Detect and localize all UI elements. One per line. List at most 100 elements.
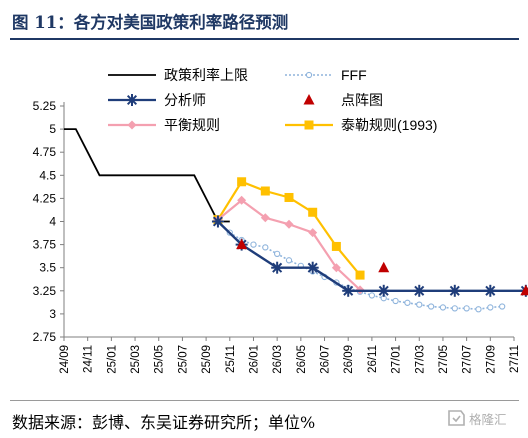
- balanced-rule-point: [284, 219, 294, 229]
- x-tick-label: 25/03: [130, 345, 142, 374]
- taylor-rule-point: [308, 207, 318, 217]
- taylor-rule-point: [237, 177, 247, 187]
- dot-plot-point: [378, 261, 390, 273]
- legend-item: 点阵图: [303, 92, 383, 108]
- watermark-logo-icon: [448, 410, 465, 426]
- x-tick-label: 26/07: [320, 345, 332, 374]
- series-triangles: [236, 238, 528, 296]
- legend-item: 泰勒规则(1993): [285, 117, 437, 133]
- fff-point: [416, 301, 423, 308]
- analyst-point: [306, 261, 319, 274]
- legend-label: 泰勒规则(1993): [341, 117, 437, 133]
- fff-point: [285, 257, 293, 264]
- fff-point: [439, 304, 447, 311]
- legend-item: FFF: [285, 67, 367, 83]
- x-tick-label: 25/09: [201, 345, 213, 374]
- dot-plot-point: [236, 238, 248, 250]
- fff-point: [451, 305, 458, 312]
- fff-point: [463, 305, 470, 312]
- taylor-rule-point: [284, 192, 294, 202]
- y-tick-label: 3.75: [33, 238, 57, 252]
- x-tick-label: 24/09: [59, 345, 71, 374]
- watermark-text: 格隆汇: [469, 411, 507, 427]
- y-tick-label: 5.25: [33, 99, 57, 113]
- y-tick-label: 3: [49, 307, 56, 321]
- source-note: 数据来源：彭博、东吴证券研究所；单位%: [12, 413, 316, 432]
- x-tick-label: 24/11: [83, 345, 95, 373]
- balanced-rule-point: [331, 263, 341, 273]
- legend-item: 平衡规则: [108, 117, 220, 133]
- analyst-point: [484, 284, 497, 297]
- analyst-point: [448, 284, 461, 297]
- analyst-point: [271, 261, 284, 274]
- analyst-line: [217, 220, 526, 292]
- y-tick-label: 2.75: [33, 330, 57, 344]
- title-rule: [10, 38, 519, 40]
- balanced-rule-point: [237, 195, 247, 205]
- x-tick-label: 27/01: [391, 345, 403, 374]
- fff-point: [392, 297, 399, 305]
- legend-marker: [304, 120, 314, 130]
- legend-label: 政策利率上限: [164, 67, 248, 83]
- legend-item: 分析师: [108, 92, 206, 108]
- fff-point: [250, 241, 257, 248]
- taylor-rule-point: [260, 186, 270, 196]
- x-tick-label: 25/01: [106, 345, 118, 374]
- analyst-point: [413, 284, 426, 297]
- fff-point: [274, 250, 281, 257]
- legend-marker: [305, 71, 313, 79]
- x-tick-label: 27/09: [485, 345, 497, 374]
- x-tick-label: 26/03: [272, 345, 284, 374]
- fff-point: [404, 299, 411, 306]
- fff-point: [499, 303, 506, 310]
- x-tick-label: 25/05: [154, 345, 166, 374]
- x-tick-label: 26/11: [367, 345, 379, 373]
- x-tick-label: 25/07: [177, 345, 189, 374]
- x-tick-label: 26/01: [248, 345, 260, 374]
- balanced-rule-point: [308, 228, 318, 238]
- y-tick-label: 3.25: [33, 284, 57, 298]
- series-line-stars: [211, 215, 528, 297]
- analyst-point: [342, 284, 355, 297]
- legend-item: 政策利率上限: [108, 67, 248, 83]
- y-tick-label: 4.75: [33, 145, 57, 159]
- x-tick-label: 27/11: [509, 345, 521, 373]
- x-tick-label: 26/09: [343, 345, 355, 374]
- analyst-point: [211, 215, 224, 228]
- taylor-rule-point: [331, 241, 341, 251]
- legend-label: FFF: [341, 67, 367, 83]
- series-line: [64, 128, 230, 223]
- y-tick-label: 3.5: [39, 261, 56, 275]
- y-tick-label: 4.25: [33, 191, 57, 205]
- series-dotted-circles: [214, 218, 506, 313]
- legend-label: 分析师: [164, 92, 206, 108]
- legend-marker: [127, 120, 137, 130]
- source-rule: [10, 400, 519, 401]
- watermark: 格隆汇: [446, 407, 507, 429]
- y-tick-label: 4.5: [39, 168, 56, 182]
- legend-marker: [126, 94, 138, 106]
- axes: 2.75 3 3.25 3.5 3.75 4 4.25 4.5 4.75 5 5.25 24/09 24…: [33, 99, 521, 374]
- x-tick-label: 27/03: [414, 345, 426, 374]
- legend-marker: [303, 94, 315, 105]
- taylor-rule-point: [355, 270, 365, 280]
- fff-point: [368, 292, 376, 299]
- x-tick-label: 27/07: [462, 345, 474, 374]
- x-tick-label: 25/11: [225, 345, 237, 373]
- x-tick-label: 26/05: [296, 345, 308, 374]
- fff-point: [427, 303, 435, 310]
- policy-rate-line: [64, 128, 230, 223]
- y-tick-label: 4: [49, 215, 56, 229]
- fff-point: [487, 304, 494, 311]
- series-line-diamonds: [213, 195, 365, 295]
- dot-plot-point: [520, 284, 528, 296]
- legend-label: 平衡规则: [164, 117, 220, 133]
- fff-point: [475, 306, 482, 313]
- balanced-rule-point: [260, 213, 270, 223]
- analyst-point: [377, 284, 390, 297]
- plot-area: [64, 128, 528, 313]
- x-tick-label: 27/05: [438, 345, 450, 374]
- fff-line: [217, 220, 503, 311]
